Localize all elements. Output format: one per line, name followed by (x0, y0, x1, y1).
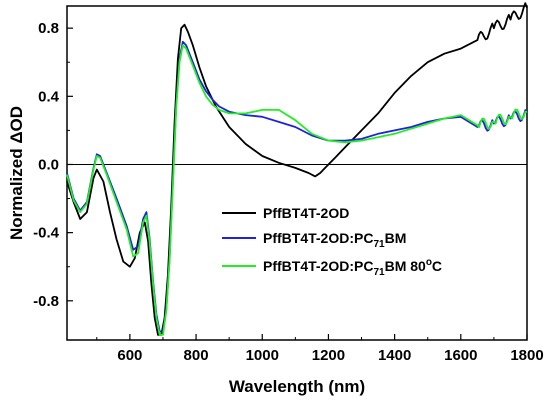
x-axis-ticks: 600 800 1000 1200 1400 1600 1800 (96, 334, 544, 364)
series-layer (66, 2, 528, 336)
y-tick-label: 0.4 (38, 88, 60, 105)
x-axis-title: Wavelength (nm) (229, 377, 365, 396)
x-tick-label: 1600 (444, 347, 477, 364)
y-axis-ticks: -0.8 -0.4 0.0 0.4 0.8 (33, 20, 73, 310)
y-tick-label: 0.0 (38, 156, 59, 173)
y-tick-label: 0.8 (38, 20, 59, 37)
legend-label: PffBT4T-2OD (263, 205, 349, 221)
series-line (66, 40, 528, 333)
y-tick-label: -0.4 (33, 225, 60, 242)
plot-frame (66, 5, 528, 341)
x-tick-label: 600 (117, 347, 142, 364)
y-tick-label: -0.8 (33, 293, 59, 310)
legend: PffBT4T-2OD PffBT4T-2OD:PC71BM PffBT4T-2OD… (222, 205, 442, 278)
x-tick-label: 1800 (510, 347, 543, 364)
x-tick-label: 1200 (312, 347, 345, 364)
x-tick-label: 800 (184, 347, 209, 364)
series-line (66, 2, 528, 336)
x-tick-label: 1400 (378, 347, 411, 364)
series-line (66, 44, 528, 336)
x-tick-label: 1000 (246, 347, 279, 364)
legend-label: PffBT4T-2OD:PC71BM 80oC (263, 257, 442, 278)
y-axis-title: Normalized ΔOD (7, 106, 26, 240)
legend-label: PffBT4T-2OD:PC71BM (263, 230, 406, 250)
